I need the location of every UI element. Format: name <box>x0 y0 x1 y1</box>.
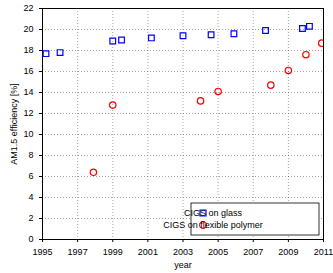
svg-text:1999: 1999 <box>103 247 123 257</box>
svg-text:2005: 2005 <box>208 247 228 257</box>
svg-text:14: 14 <box>23 87 33 97</box>
svg-text:2011: 2011 <box>314 247 333 257</box>
svg-text:20: 20 <box>23 24 33 34</box>
svg-text:1997: 1997 <box>68 247 88 257</box>
svg-text:2: 2 <box>28 213 33 223</box>
svg-text:2007: 2007 <box>243 247 263 257</box>
svg-text:CIGS on glass: CIGS on glass <box>184 208 243 218</box>
svg-text:10: 10 <box>23 129 33 139</box>
svg-text:2009: 2009 <box>278 247 298 257</box>
svg-text:18: 18 <box>23 45 33 55</box>
svg-text:AM1.5 efficiency [%]: AM1.5 efficiency [%] <box>9 83 19 164</box>
svg-text:12: 12 <box>23 108 33 118</box>
svg-text:4: 4 <box>28 192 33 202</box>
svg-text:year: year <box>174 260 192 270</box>
svg-text:8: 8 <box>28 150 33 160</box>
svg-text:CIGS on flexible polymer: CIGS on flexible polymer <box>163 220 263 230</box>
svg-text:2001: 2001 <box>138 247 158 257</box>
svg-text:22: 22 <box>23 3 33 13</box>
svg-text:6: 6 <box>28 171 33 181</box>
svg-text:0: 0 <box>28 234 33 244</box>
svg-text:1995: 1995 <box>32 247 52 257</box>
svg-text:2003: 2003 <box>173 247 193 257</box>
svg-text:16: 16 <box>23 66 33 76</box>
